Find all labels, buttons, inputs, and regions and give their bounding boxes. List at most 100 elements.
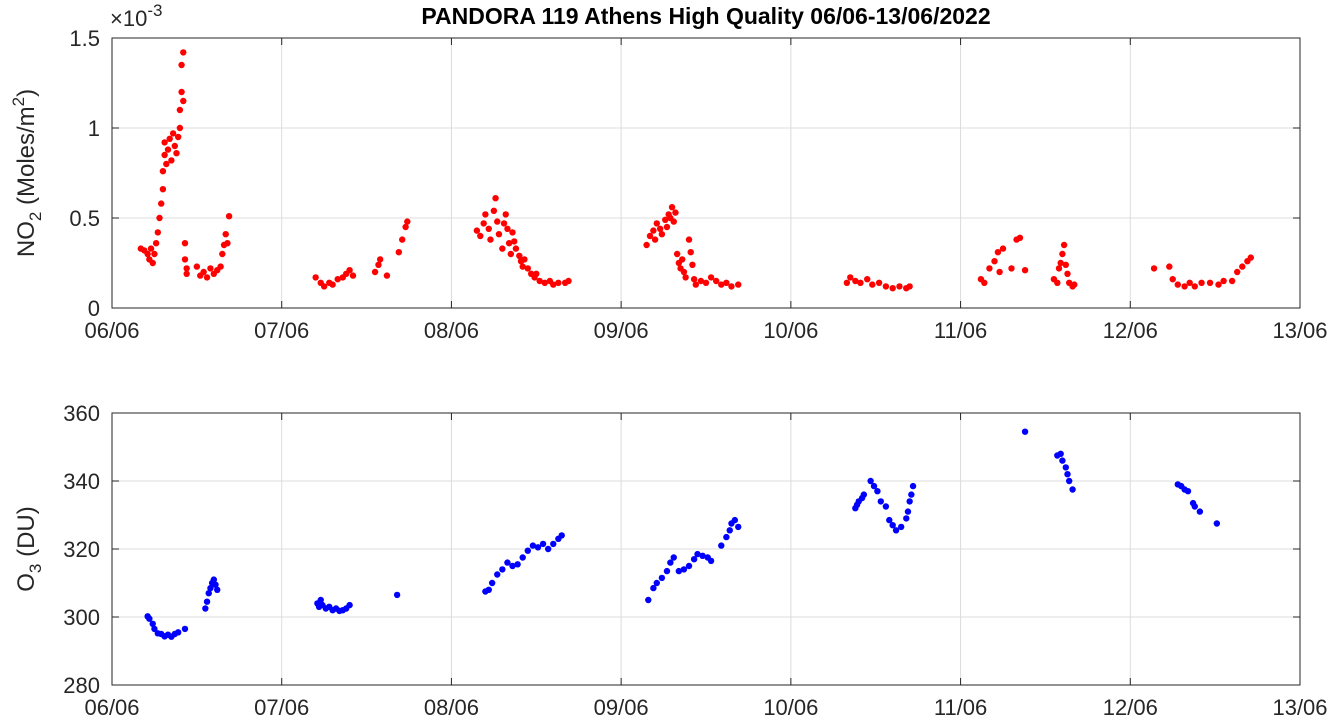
no2-point [1228,277,1236,285]
o3-point [903,515,910,522]
no2-point [656,225,664,232]
no2-point [176,124,184,132]
no2-point [180,97,187,105]
no2-point [178,61,185,69]
o3-x-tick-label: 11/06 [934,695,987,720]
no2-axes: 06/06 07/06 08/06 09/06 10/06 11/06 12/06 13/06… [9,1,1328,343]
o3-point [393,591,401,599]
no2-point [485,225,492,232]
o3-point [1057,450,1064,457]
o3-point [658,574,666,582]
no2-point [171,142,178,150]
no2-point [735,281,742,288]
o3-x-tick-label: 12/06 [1103,695,1158,720]
o3-point [723,533,730,541]
no2-point [658,231,666,238]
no2-point [346,267,353,274]
no2-point [555,279,562,286]
o3-point [867,477,874,485]
o3-point [203,598,211,605]
no2-point [697,277,705,285]
o3-point [904,508,912,515]
no2-point [728,283,735,290]
o3-point [735,523,742,531]
no2-point [312,274,319,281]
o3-y-tick-label: 360 [63,401,100,426]
o3-point [544,545,552,553]
no2-point [991,258,998,265]
no2-axes-box [111,37,1301,309]
no2-point [1054,279,1061,286]
no2-x-tick-label: 08/06 [424,318,479,343]
no2-point [163,160,170,168]
o3-point [653,579,660,587]
no2-point [521,256,528,263]
no2-point [533,270,540,277]
no2-point [690,276,698,283]
no2-point [320,283,328,290]
no2-point [183,265,190,272]
no2-point [1055,265,1063,272]
no2-point [843,279,851,286]
no2-point [889,285,896,292]
o3-point [685,562,693,570]
o3-point [504,559,511,566]
no2-point [480,220,487,227]
no2-point [334,276,341,283]
no2-point [1008,265,1015,272]
o3-point [874,488,881,495]
no2-x-tick-label: 06/06 [84,318,139,343]
no2-point [1150,265,1158,272]
no2-point [663,223,671,231]
no2-point [524,265,531,272]
no2-point [404,218,411,225]
no2-point [193,263,201,270]
no2-point [181,240,189,247]
no2-point [541,279,548,286]
no2-point [1234,268,1241,276]
o3-point [524,547,531,554]
o3-point [675,567,683,575]
no2-point [986,265,993,272]
no2-point [504,225,511,232]
no2-point [673,250,681,258]
o3-point [889,522,896,529]
o3-point [1064,471,1071,478]
o3-point [151,625,158,633]
no2-point [670,218,677,225]
o3-x-tick-label: 07/06 [254,695,309,720]
no2-point [687,249,694,256]
o3-point [488,579,496,587]
no2-point [207,265,214,272]
no2-point [219,250,226,258]
no2-point [482,211,489,218]
no2-point [646,232,654,240]
no2-point [679,256,686,263]
o3-point [650,584,657,592]
o3-series [144,428,1221,640]
no2-point [512,245,520,252]
no2-point [882,283,890,290]
no2-point [1174,281,1182,288]
o3-point [529,542,537,549]
no2-point [1016,234,1024,241]
no2-point [718,281,725,288]
no2-point [329,281,336,288]
no2-point [152,240,160,247]
no2-point [1169,276,1176,283]
o3-point [731,516,739,524]
o3-point [897,523,905,531]
no2-point [864,276,871,283]
no2-point [896,283,903,290]
no2-point [217,263,224,270]
no2-point [981,279,988,286]
no2-point [685,236,693,243]
no2-point [395,249,403,256]
o3-point [670,554,677,561]
o3-point [1065,477,1073,485]
o3-point [860,491,868,498]
no2-point [643,241,650,249]
o3-point [212,581,219,588]
o3-x-tick-label: 10/06 [763,695,818,720]
no2-point [494,218,501,225]
